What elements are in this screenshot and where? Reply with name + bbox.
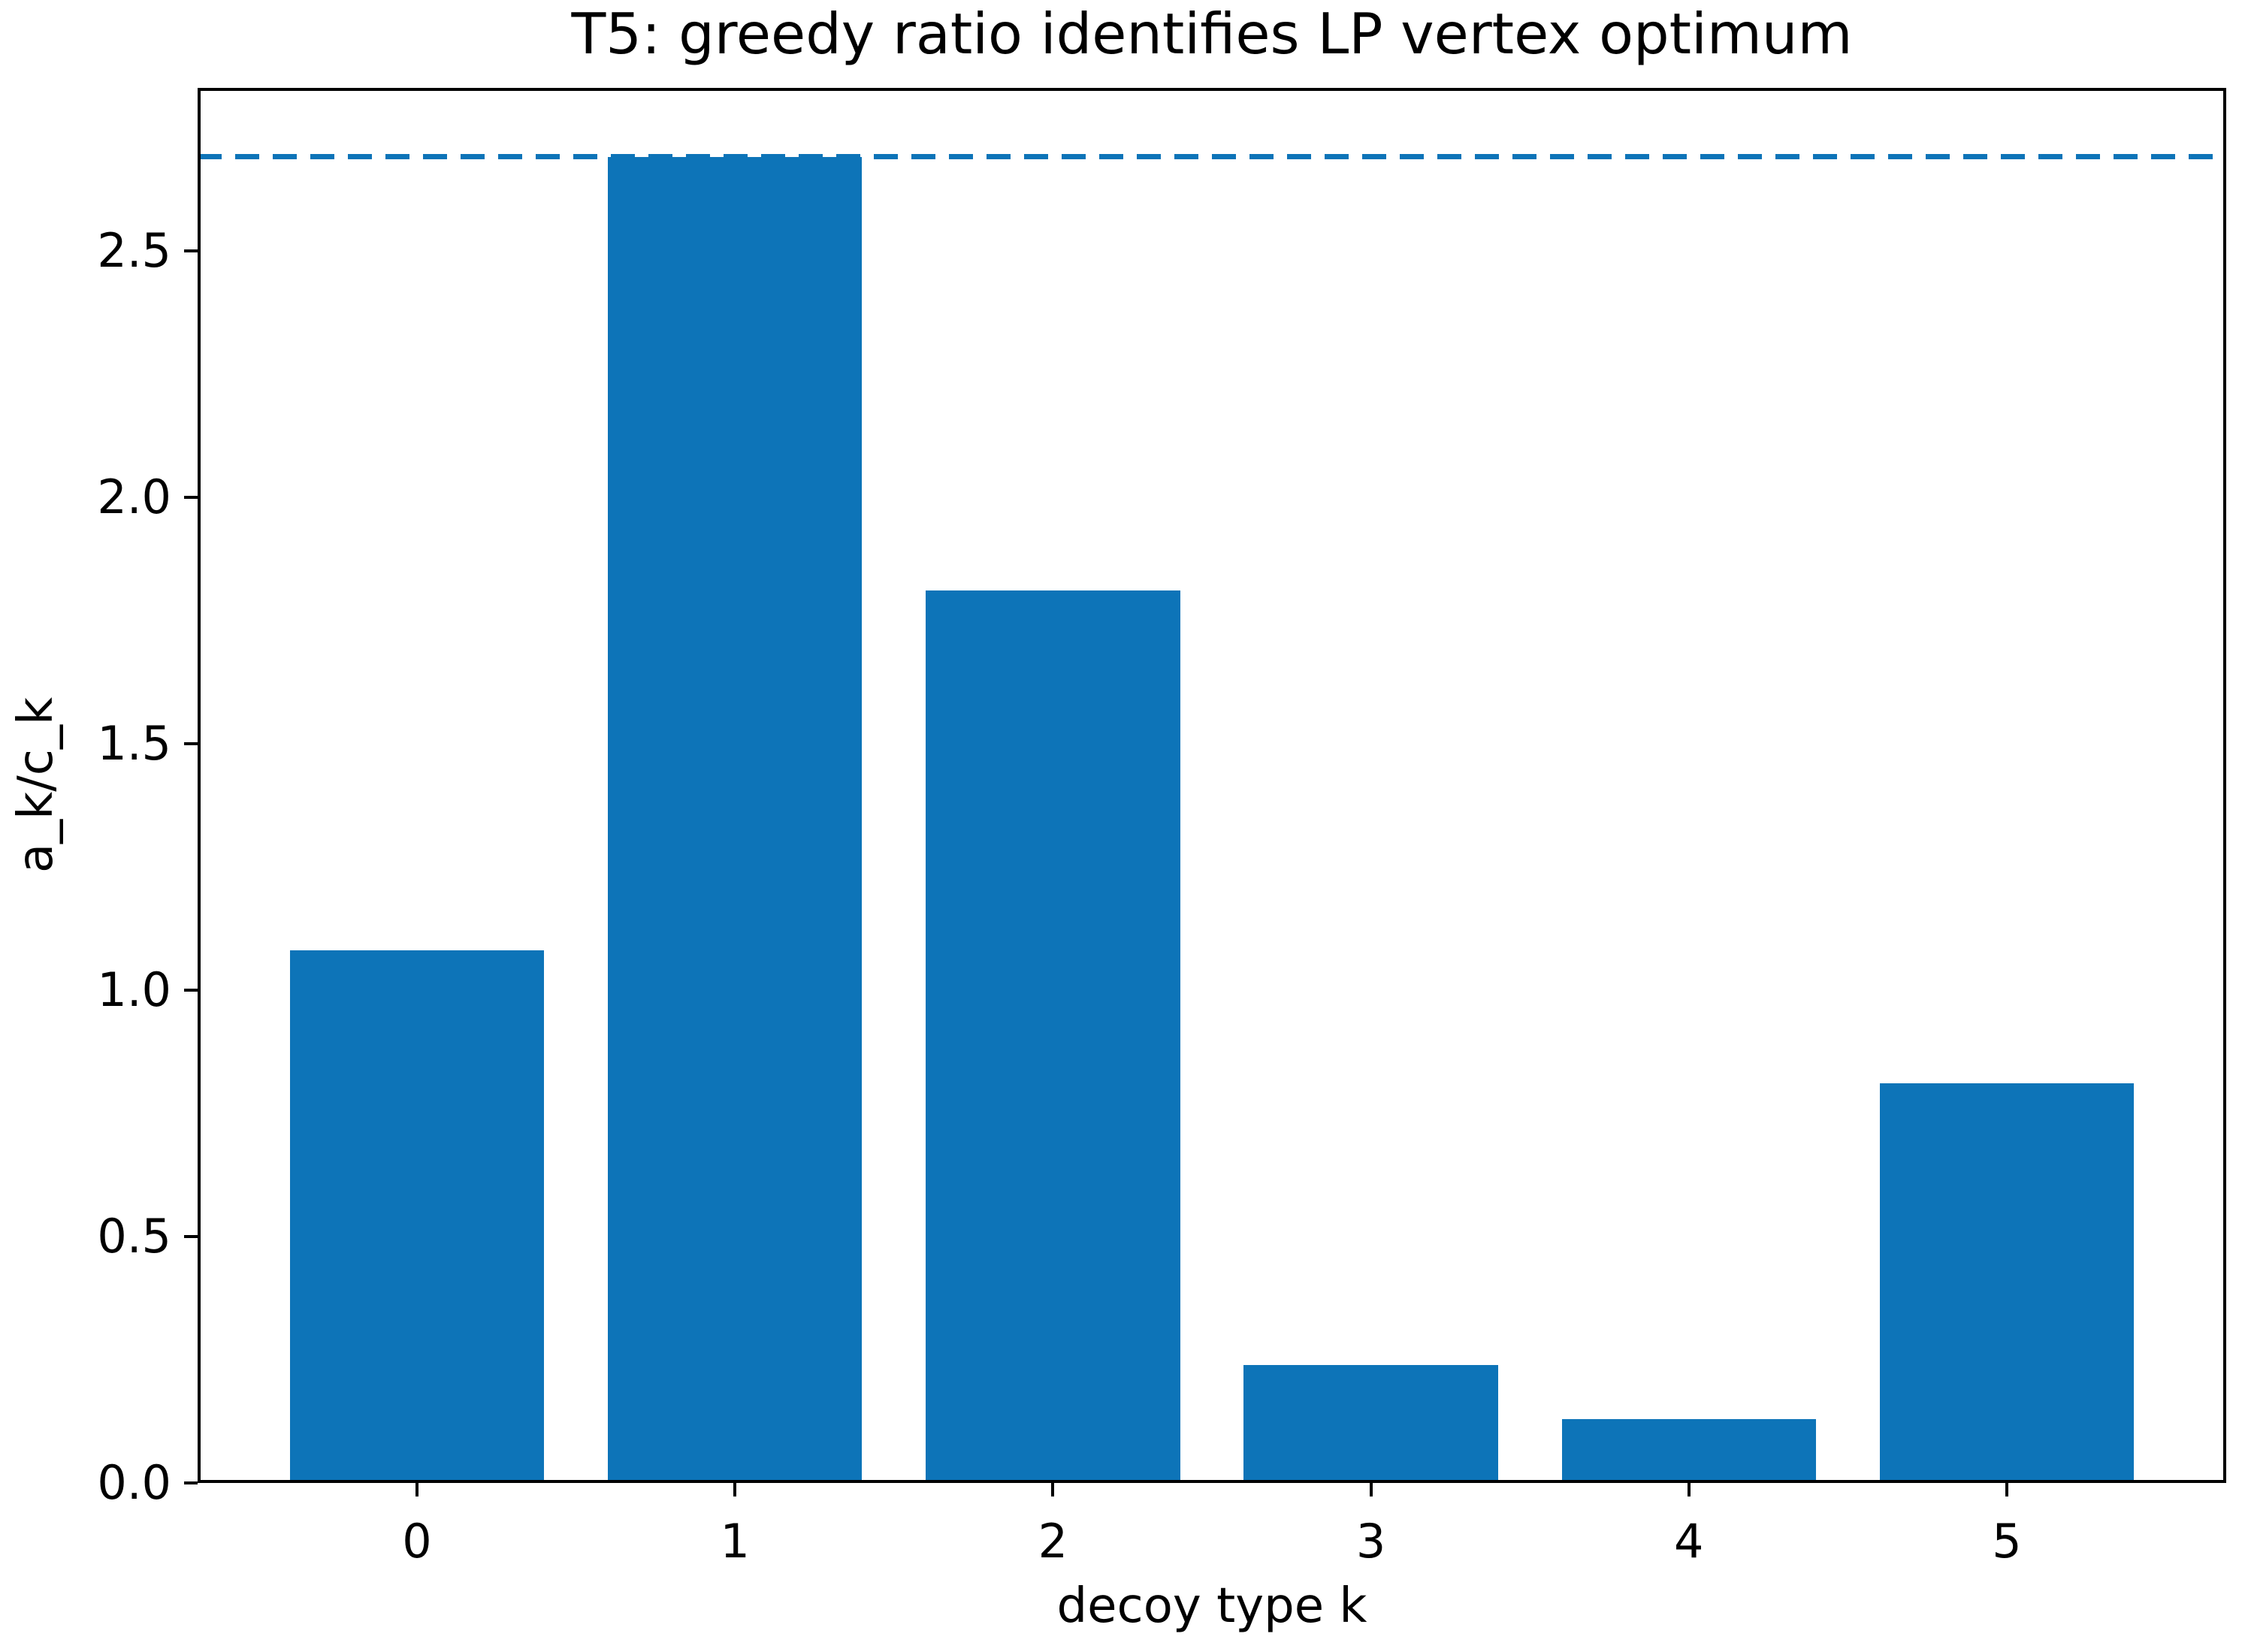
bar-category-1 <box>607 156 863 1483</box>
x-tick-label: 3 <box>1355 1514 1386 1569</box>
x-tick-mark <box>415 1483 418 1496</box>
y-tick-label: 2.0 <box>97 469 171 524</box>
y-tick-label: 1.5 <box>97 715 171 771</box>
y-tick-label: 0.5 <box>97 1208 171 1264</box>
x-tick-label: 2 <box>1038 1514 1068 1569</box>
x-tick-mark <box>1369 1483 1373 1496</box>
bar-category-4 <box>1561 1418 1817 1483</box>
bar-category-2 <box>926 590 1180 1483</box>
y-tick-mark <box>184 1234 198 1238</box>
x-tick-mark <box>733 1483 737 1496</box>
reference-dashed-line <box>198 154 2226 160</box>
chart-title: T5: greedy ratio identifies LP vertex op… <box>571 1 1853 67</box>
x-tick-mark <box>1687 1483 1691 1496</box>
plot-area <box>198 88 2226 1483</box>
bar-category-3 <box>1243 1364 1498 1483</box>
bar-category-5 <box>1879 1083 2135 1483</box>
y-tick-mark <box>184 495 198 499</box>
x-axis-label: decoy type k <box>1056 1578 1367 1634</box>
y-tick-mark <box>184 1481 198 1484</box>
y-tick-label: 1.0 <box>97 962 171 1017</box>
y-tick-mark <box>184 988 198 992</box>
y-tick-label: 2.5 <box>97 222 171 278</box>
bar-category-0 <box>289 950 545 1483</box>
x-tick-mark <box>2005 1483 2008 1496</box>
x-tick-label: 1 <box>720 1514 750 1569</box>
x-tick-label: 4 <box>1674 1514 1704 1569</box>
y-tick-mark <box>184 741 198 745</box>
y-tick-label: 0.0 <box>97 1455 171 1510</box>
x-tick-label: 5 <box>1992 1514 2022 1569</box>
x-tick-label: 0 <box>402 1514 432 1569</box>
y-tick-mark <box>184 249 198 252</box>
x-tick-mark <box>1051 1483 1055 1496</box>
